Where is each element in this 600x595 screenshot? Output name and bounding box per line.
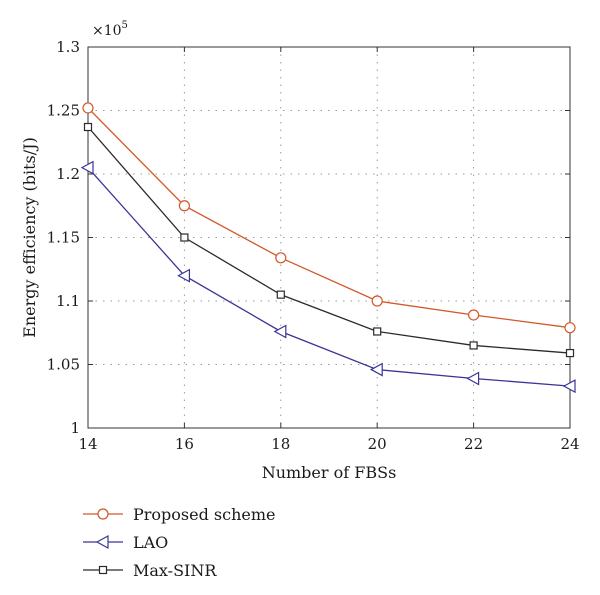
series-line	[87, 167, 571, 387]
series-0	[82, 102, 576, 334]
legend-marker	[95, 534, 109, 550]
y-axis-label: Energy efficiency (bits/J)	[20, 137, 39, 338]
data-point	[565, 348, 575, 358]
data-point	[466, 371, 480, 386]
data-point	[82, 102, 94, 114]
y-tick-label: 1.2	[56, 165, 80, 183]
axis-ticks: 14 16 18 20 22 24 1 1.05 1.1 1.15 1.2 1.25 1.3	[47, 38, 580, 453]
legend: Proposed scheme LAO Max-SINR	[83, 505, 276, 580]
legend-label: LAO	[133, 533, 168, 552]
legend-label: Proposed scheme	[133, 505, 276, 524]
legend-item: Proposed scheme	[83, 505, 276, 524]
data-point	[275, 252, 287, 264]
legend-item: Max-SINR	[83, 561, 217, 580]
grid-lines	[88, 47, 570, 428]
y-multiplier-exponent: 5	[122, 20, 128, 31]
series-line	[87, 107, 571, 329]
legend-marker	[97, 508, 109, 520]
x-tick-label: 20	[368, 435, 387, 453]
data-point	[273, 324, 287, 339]
legend-item: LAO	[83, 533, 168, 552]
data-point	[276, 290, 285, 299]
x-tick-label: 24	[560, 435, 579, 453]
data-point	[468, 309, 480, 321]
y-tick-label: 1	[70, 419, 80, 437]
series-2	[83, 122, 575, 358]
series-group	[80, 102, 576, 394]
data-point	[562, 379, 576, 394]
series-line	[87, 126, 571, 354]
data-point	[564, 322, 576, 334]
data-point	[371, 295, 383, 307]
y-tick-label: 1.05	[47, 356, 80, 374]
legend-label: Max-SINR	[133, 561, 217, 580]
y-tick-label: 1.25	[47, 102, 80, 120]
data-point	[83, 122, 93, 132]
x-tick-label: 18	[271, 435, 290, 453]
data-point	[178, 200, 190, 212]
data-point	[369, 362, 383, 377]
data-point	[469, 341, 478, 350]
y-axis-multiplier: ×105	[92, 20, 128, 39]
x-tick-label: 14	[78, 435, 97, 453]
y-tick-label: 1.15	[47, 229, 80, 247]
data-point	[180, 233, 189, 242]
legend-marker	[98, 565, 108, 575]
y-multiplier-base: ×10	[92, 23, 122, 39]
x-tick-label: 16	[175, 435, 194, 453]
data-point	[177, 268, 190, 283]
x-tick-label: 22	[464, 435, 483, 453]
data-point	[373, 327, 382, 336]
data-point	[80, 160, 94, 175]
y-tick-label: 1.1	[56, 292, 80, 310]
x-axis-label: Number of FBSs	[262, 463, 397, 482]
series-1	[80, 160, 576, 394]
y-tick-label: 1.3	[56, 38, 80, 56]
